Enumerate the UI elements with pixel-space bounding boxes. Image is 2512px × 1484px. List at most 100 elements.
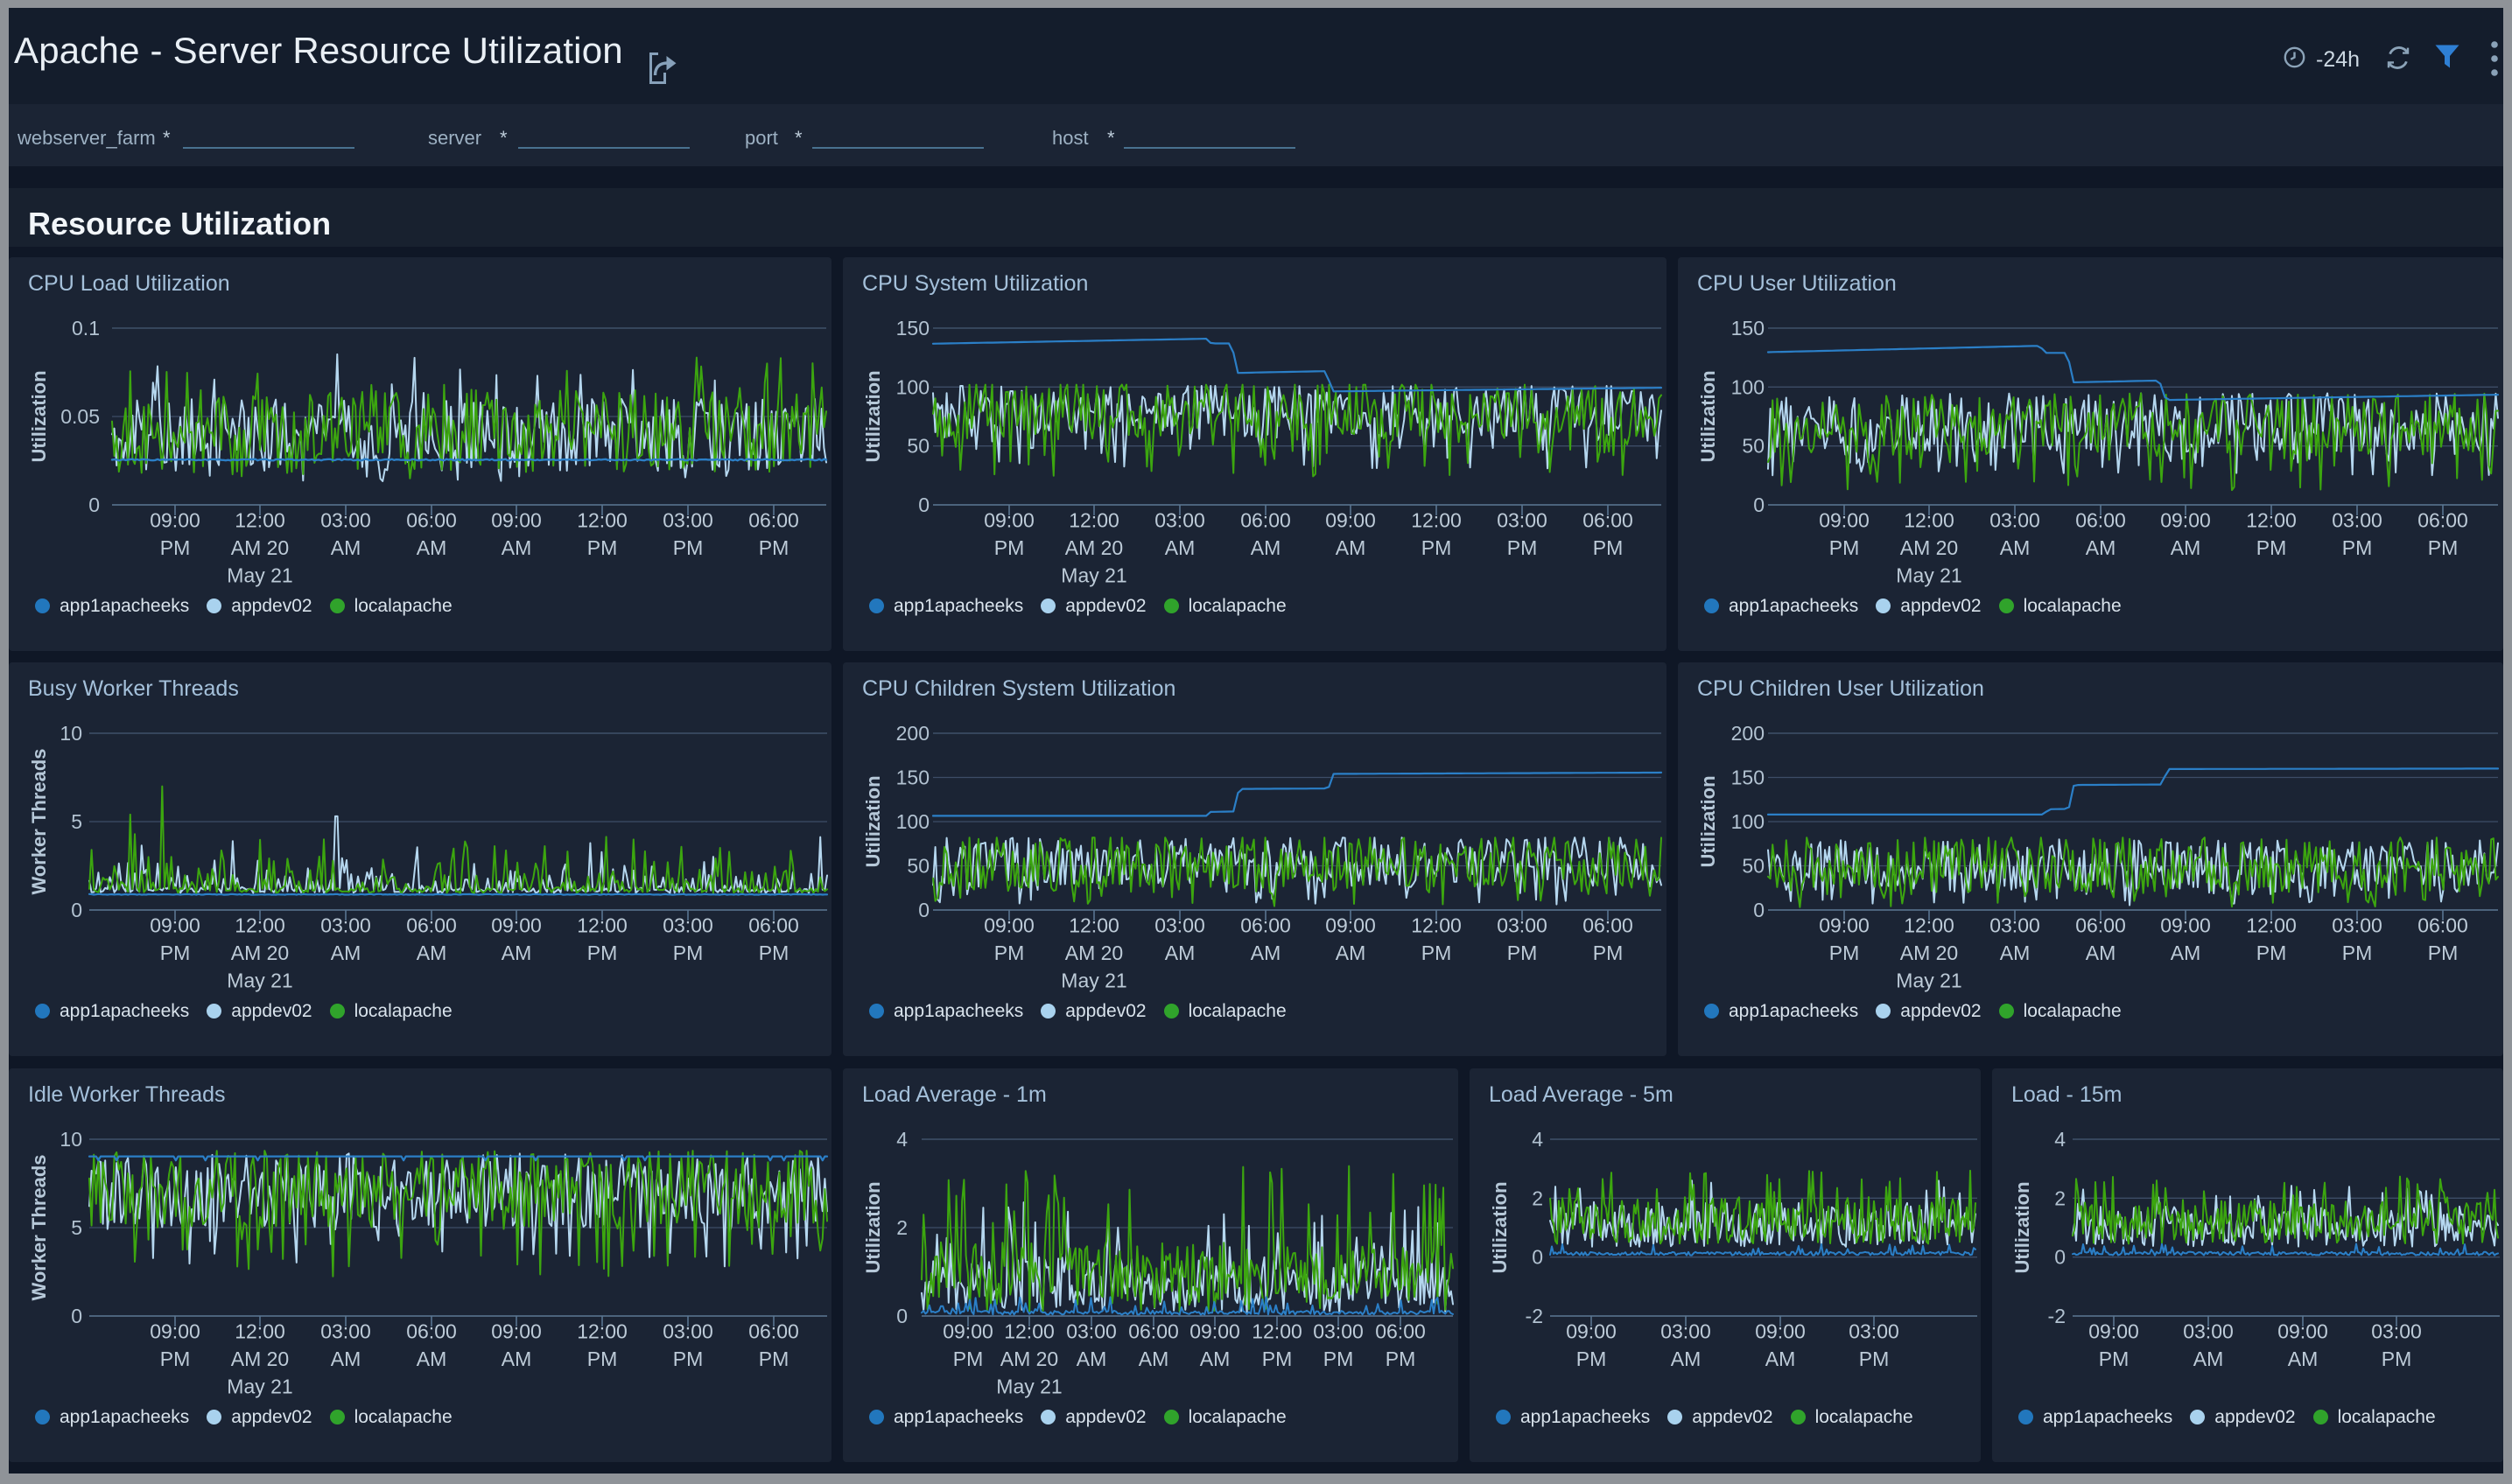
svg-text:AM: AM <box>2171 536 2201 559</box>
svg-text:12:00: 12:00 <box>1069 914 1119 937</box>
svg-text:12:00: 12:00 <box>1252 1320 1302 1343</box>
svg-text:12:00: 12:00 <box>1411 914 1462 937</box>
svg-text:03:00: 03:00 <box>1849 1320 1899 1343</box>
svg-text:AM: AM <box>2000 536 2031 559</box>
svg-text:May 21: May 21 <box>1061 970 1126 992</box>
svg-text:PM: PM <box>1829 942 1860 964</box>
svg-text:PM: PM <box>1859 1348 1890 1370</box>
svg-text:PM: PM <box>1576 1348 1607 1370</box>
svg-text:AM: AM <box>1671 1348 1702 1370</box>
svg-text:Worker Threads: Worker Threads <box>28 748 50 894</box>
svg-text:2: 2 <box>2054 1186 2066 1209</box>
svg-text:PM: PM <box>673 1348 704 1370</box>
svg-text:09:00: 09:00 <box>943 1320 993 1343</box>
svg-text:0: 0 <box>71 1305 82 1327</box>
svg-text:06:00: 06:00 <box>748 1320 799 1343</box>
svg-text:PM: PM <box>1593 536 1624 559</box>
svg-text:May 21: May 21 <box>227 970 292 992</box>
svg-text:09:00: 09:00 <box>2160 914 2211 937</box>
svg-text:AM: AM <box>417 942 447 964</box>
svg-text:09:00: 09:00 <box>2160 509 2211 532</box>
svg-text:AM: AM <box>331 1348 361 1370</box>
svg-text:03:00: 03:00 <box>1497 914 1547 937</box>
svg-text:2: 2 <box>1532 1186 1543 1209</box>
svg-text:-2: -2 <box>1526 1305 1543 1327</box>
svg-text:PM: PM <box>2342 942 2373 964</box>
svg-text:PM: PM <box>2256 536 2287 559</box>
svg-text:12:00: 12:00 <box>1904 509 1954 532</box>
svg-text:03:00: 03:00 <box>320 914 371 937</box>
svg-text:AM 20: AM 20 <box>1000 1348 1058 1370</box>
svg-text:12:00: 12:00 <box>1904 914 1954 937</box>
svg-text:PM: PM <box>2382 1348 2412 1370</box>
svg-text:AM: AM <box>2000 942 2031 964</box>
svg-text:0.1: 0.1 <box>72 317 100 340</box>
svg-text:-2: -2 <box>2048 1305 2066 1327</box>
svg-text:03:00: 03:00 <box>1154 509 1205 532</box>
svg-text:06:00: 06:00 <box>1240 914 1291 937</box>
svg-text:09:00: 09:00 <box>1189 1320 1240 1343</box>
svg-text:0.05: 0.05 <box>60 405 100 428</box>
svg-text:AM: AM <box>1200 1348 1231 1370</box>
svg-text:PM: PM <box>994 536 1025 559</box>
svg-text:AM: AM <box>1251 536 1281 559</box>
svg-text:150: 150 <box>896 766 930 789</box>
svg-text:03:00: 03:00 <box>663 1320 713 1343</box>
svg-text:Utilization: Utilization <box>862 1181 884 1273</box>
svg-text:200: 200 <box>896 722 930 745</box>
svg-text:06:00: 06:00 <box>406 509 457 532</box>
svg-text:4: 4 <box>896 1128 908 1151</box>
svg-text:AM: AM <box>1336 942 1366 964</box>
svg-text:AM: AM <box>2288 1348 2319 1370</box>
svg-text:06:00: 06:00 <box>2075 914 2126 937</box>
svg-text:0: 0 <box>1532 1246 1543 1269</box>
svg-text:Utilization: Utilization <box>2011 1181 2033 1273</box>
svg-text:AM: AM <box>331 536 361 559</box>
svg-text:PM: PM <box>1323 1348 1354 1370</box>
svg-text:PM: PM <box>2342 536 2373 559</box>
svg-text:PM: PM <box>587 942 618 964</box>
svg-text:06:00: 06:00 <box>1128 1320 1179 1343</box>
svg-text:06:00: 06:00 <box>2075 509 2126 532</box>
svg-text:AM: AM <box>1336 536 1366 559</box>
svg-text:03:00: 03:00 <box>2332 914 2382 937</box>
svg-text:09:00: 09:00 <box>1819 509 1870 532</box>
svg-text:06:00: 06:00 <box>748 914 799 937</box>
svg-text:Utilization: Utilization <box>1697 370 1719 462</box>
svg-text:03:00: 03:00 <box>1313 1320 1364 1343</box>
svg-text:50: 50 <box>1742 855 1765 878</box>
svg-text:PM: PM <box>160 942 191 964</box>
svg-text:12:00: 12:00 <box>2246 509 2297 532</box>
svg-text:PM: PM <box>1507 942 1538 964</box>
svg-text:09:00: 09:00 <box>491 509 542 532</box>
svg-text:0: 0 <box>1753 899 1765 921</box>
svg-text:PM: PM <box>759 942 789 964</box>
svg-text:09:00: 09:00 <box>150 914 200 937</box>
svg-text:AM 20: AM 20 <box>1900 536 1958 559</box>
svg-text:06:00: 06:00 <box>2417 914 2468 937</box>
svg-text:AM: AM <box>502 536 532 559</box>
svg-text:PM: PM <box>1262 1348 1293 1370</box>
svg-text:Utilization: Utilization <box>862 775 884 867</box>
svg-text:03:00: 03:00 <box>320 1320 371 1343</box>
svg-text:AM 20: AM 20 <box>231 1348 289 1370</box>
svg-text:06:00: 06:00 <box>406 1320 457 1343</box>
svg-text:May 21: May 21 <box>227 564 292 587</box>
svg-text:AM: AM <box>2171 942 2201 964</box>
svg-text:PM: PM <box>953 1348 984 1370</box>
svg-text:PM: PM <box>160 536 191 559</box>
svg-text:03:00: 03:00 <box>1989 509 2040 532</box>
svg-text:09:00: 09:00 <box>1566 1320 1617 1343</box>
svg-text:09:00: 09:00 <box>150 1320 200 1343</box>
svg-text:50: 50 <box>1742 435 1765 458</box>
svg-text:AM: AM <box>331 942 361 964</box>
svg-text:12:00: 12:00 <box>235 1320 285 1343</box>
svg-text:AM: AM <box>502 942 532 964</box>
svg-text:03:00: 03:00 <box>320 509 371 532</box>
svg-text:06:00: 06:00 <box>1240 509 1291 532</box>
svg-text:03:00: 03:00 <box>2183 1320 2234 1343</box>
svg-text:50: 50 <box>907 855 930 878</box>
svg-text:100: 100 <box>1731 375 1765 398</box>
svg-text:PM: PM <box>759 1348 789 1370</box>
svg-text:AM: AM <box>1251 942 1281 964</box>
